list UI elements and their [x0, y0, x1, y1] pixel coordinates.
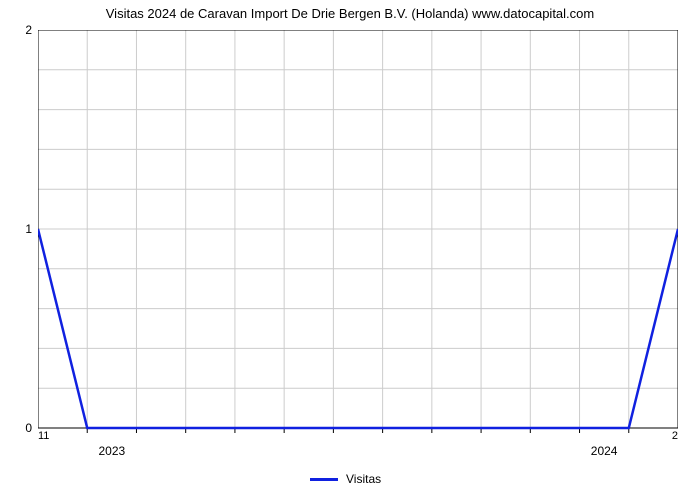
y-tick-label: 2 [14, 23, 32, 37]
legend-swatch [310, 478, 338, 481]
visits-chart: Visitas 2024 de Caravan Import De Drie B… [0, 0, 700, 500]
y-tick-label: 1 [14, 222, 32, 236]
legend-label: Visitas [346, 472, 381, 486]
plot-svg [38, 30, 678, 438]
chart-title: Visitas 2024 de Caravan Import De Drie B… [0, 6, 700, 21]
x-edge-label-right: 2 [666, 430, 678, 442]
legend: Visitas [310, 472, 381, 486]
x-category-label: 2024 [591, 444, 618, 458]
plot-area [38, 30, 678, 428]
y-tick-label: 0 [14, 421, 32, 435]
x-edge-label-left: 11 [38, 430, 49, 442]
x-category-label: 2023 [98, 444, 125, 458]
